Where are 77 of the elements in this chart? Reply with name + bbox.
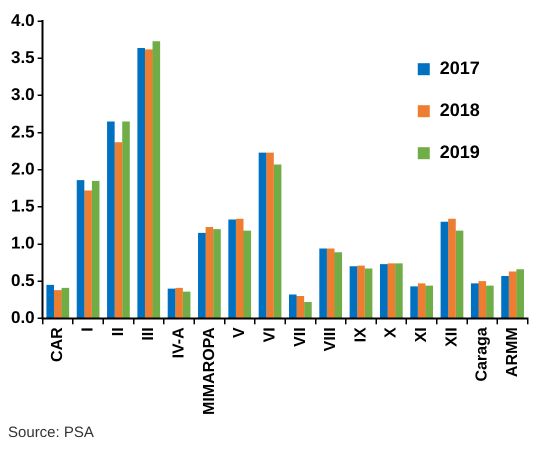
bar [175, 288, 183, 318]
x-tick-label: IX [352, 326, 370, 342]
bar [350, 266, 358, 318]
bar [46, 284, 54, 318]
legend-label: 2017 [440, 58, 480, 78]
bar [137, 48, 145, 318]
x-tick-label: I [80, 327, 97, 332]
bar [319, 248, 327, 318]
bar [395, 263, 403, 318]
bar [122, 121, 130, 318]
x-tick-label: III [140, 327, 158, 341]
x-tick-label: XI [413, 327, 430, 342]
bar [92, 180, 100, 318]
y-tick-label: 3.5 [10, 48, 35, 68]
bar [388, 263, 396, 318]
bar [198, 232, 206, 318]
bar [296, 296, 304, 318]
y-tick-label: 0.0 [10, 308, 35, 327]
bar [76, 180, 84, 318]
legend-label: 2018 [440, 100, 480, 120]
bar [440, 222, 448, 318]
y-tick-label: 1.5 [10, 196, 35, 216]
bar [62, 288, 70, 318]
bar [508, 272, 516, 318]
bar [478, 281, 486, 318]
y-tick-label: 1.0 [10, 234, 35, 253]
x-tick-label: X [382, 326, 400, 338]
bar [114, 142, 122, 318]
bar [107, 121, 115, 318]
bar [418, 283, 426, 318]
bar [456, 230, 464, 318]
x-tick-label: MIMAROPA [200, 326, 218, 416]
bar [213, 229, 221, 318]
bar [334, 252, 342, 318]
y-tick-label: 2.0 [10, 159, 35, 178]
y-tick-label: 3.0 [10, 85, 35, 104]
bar [304, 302, 312, 318]
x-tick-label: V [231, 326, 248, 338]
bar [380, 264, 388, 318]
bar [84, 190, 92, 318]
bar [258, 152, 266, 318]
y-tick-label: 0.5 [10, 270, 35, 290]
bar [152, 41, 160, 318]
y-tick-label: 4.0 [10, 10, 35, 30]
bar [516, 269, 524, 318]
bar [501, 276, 509, 318]
x-tick-label: Caraga [474, 327, 491, 382]
x-tick-label: IV-A [170, 326, 188, 358]
x-tick-label: VIII [322, 327, 340, 352]
bar [470, 283, 478, 318]
x-tick-label: VII [292, 327, 309, 347]
bar [244, 230, 252, 318]
bar [144, 49, 153, 318]
x-tick-label: II [110, 327, 127, 336]
x-tick-label: XII [443, 327, 460, 347]
bar [182, 292, 190, 318]
bar [236, 218, 244, 318]
x-tick-label: CAR [49, 326, 66, 362]
bar [54, 290, 62, 318]
bar [448, 218, 456, 318]
bar [326, 248, 334, 318]
bar [410, 286, 418, 318]
bar [357, 266, 365, 318]
source-note: Source: PSA [8, 424, 95, 441]
bar [266, 152, 274, 318]
bar [206, 226, 214, 318]
bar [274, 164, 282, 318]
y-tick-label: 2.5 [10, 122, 35, 142]
bar [364, 268, 372, 318]
legend-label: 2019 [440, 142, 480, 162]
x-tick-label: ARMM [504, 327, 522, 378]
bar [228, 220, 236, 318]
x-tick-label: VI [261, 327, 278, 342]
bar [425, 286, 434, 318]
bar [288, 294, 297, 318]
bar [168, 288, 176, 318]
bar [486, 286, 494, 318]
